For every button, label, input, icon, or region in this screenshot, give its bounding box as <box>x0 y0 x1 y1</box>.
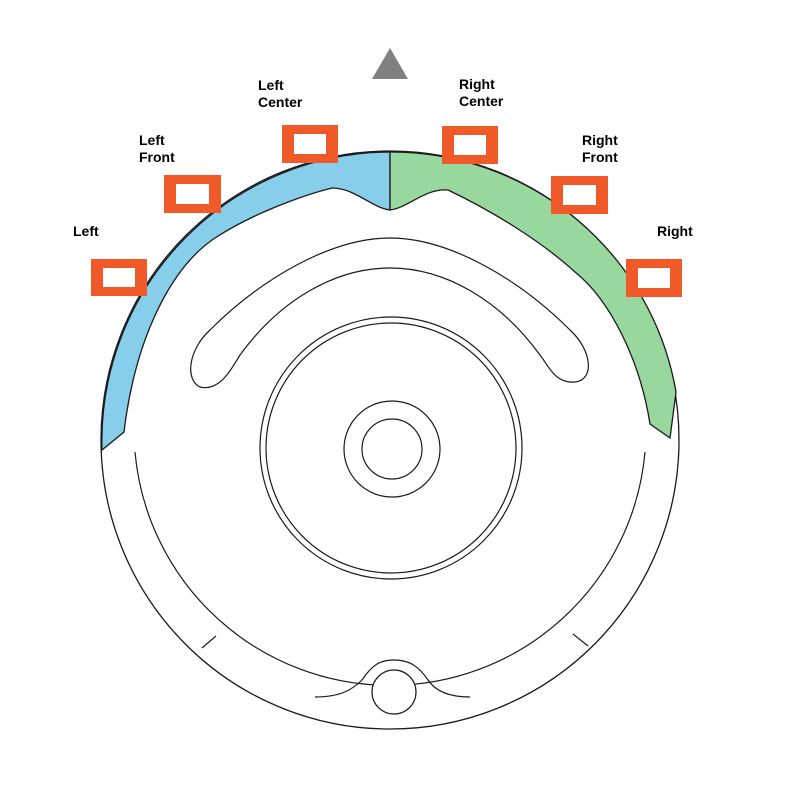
sensor-label-right-front: Right Front <box>582 132 618 165</box>
sensor-marker-left <box>91 259 147 296</box>
sensor-marker-right <box>626 259 682 297</box>
carry-handle <box>190 237 589 389</box>
ring-tick-right <box>572 633 589 647</box>
sensor-label-right-center: Right Center <box>459 76 504 109</box>
sensor-label-left: Left <box>73 223 99 239</box>
ring-tick-left <box>201 635 217 649</box>
sensor-marker-left-front <box>164 175 221 213</box>
forward-direction-icon <box>372 48 408 79</box>
sensor-label-left-front: Left Front <box>139 132 175 165</box>
caster-wheel <box>371 669 417 715</box>
robot-body-outline <box>100 150 680 730</box>
right-bumper <box>389 151 677 440</box>
sensor-marker-right-center <box>442 126 498 164</box>
left-bumper <box>101 151 391 452</box>
sensor-marker-left-center <box>282 125 338 163</box>
clean-button-inner <box>361 418 423 480</box>
center-ring <box>265 322 517 574</box>
clean-button-outer <box>343 400 441 498</box>
center-outer-ring <box>259 316 523 580</box>
sensor-marker-right-front <box>551 176 608 214</box>
sensor-label-right: Right <box>657 223 693 239</box>
caster-housing <box>314 659 471 698</box>
sensor-label-left-center: Left Center <box>258 77 303 110</box>
